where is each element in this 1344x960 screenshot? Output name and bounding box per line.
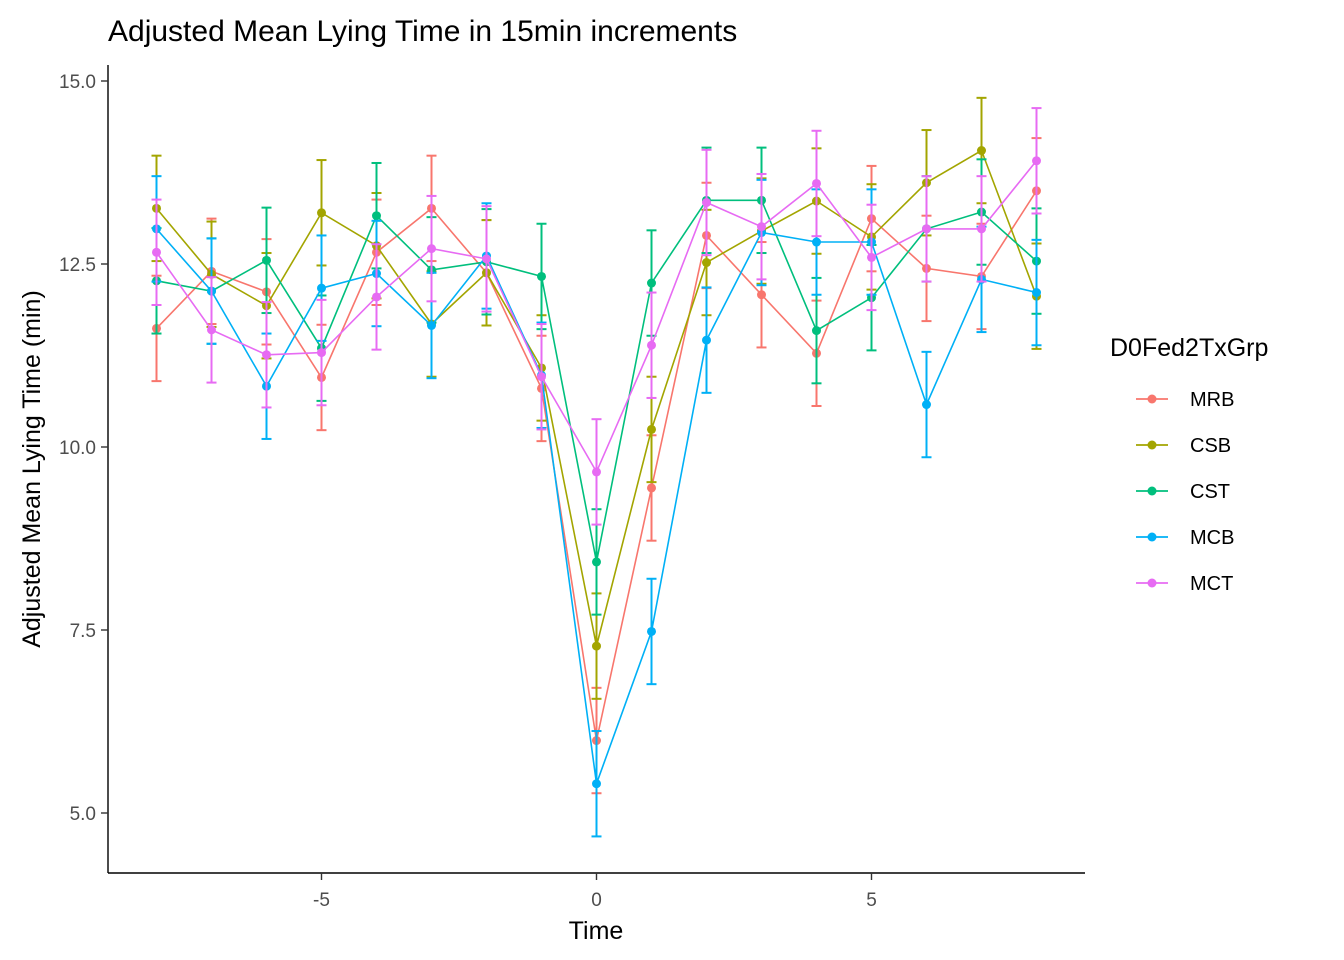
data-point xyxy=(372,211,381,221)
legend-item-csb: CSB xyxy=(1136,435,1231,457)
legend: D0Fed2TxGrp MRB CSB CST MCB MCT xyxy=(1110,334,1268,595)
data-point xyxy=(812,326,821,336)
y-tick-label: 15.0 xyxy=(59,72,96,93)
y-tick-label: 10.0 xyxy=(59,438,96,459)
data-point xyxy=(647,424,656,434)
legend-key-point xyxy=(1147,394,1157,404)
data-point xyxy=(647,483,656,493)
series-mct xyxy=(151,107,1042,526)
data-point xyxy=(867,252,876,262)
legend-label: MCB xyxy=(1190,527,1234,549)
series-mcb xyxy=(151,175,1042,838)
data-point xyxy=(482,254,491,264)
legend-item-cst: CST xyxy=(1136,481,1230,503)
data-point xyxy=(1032,156,1041,166)
data-point xyxy=(427,244,436,254)
data-point xyxy=(317,208,326,218)
data-point xyxy=(152,247,161,257)
legend-item-mrb: MRB xyxy=(1136,389,1234,411)
data-point xyxy=(922,224,931,234)
data-point xyxy=(1032,288,1041,298)
data-point xyxy=(702,258,711,268)
x-tick-label: 0 xyxy=(591,890,602,911)
data-point xyxy=(317,283,326,293)
data-point xyxy=(207,325,216,335)
data-point xyxy=(317,348,326,358)
y-tick-label: 12.5 xyxy=(59,255,96,276)
legend-label: MCT xyxy=(1190,573,1233,595)
legend-key-point xyxy=(1147,578,1157,588)
legend-key-point xyxy=(1147,486,1157,496)
data-point xyxy=(812,178,821,188)
legend-label: CSB xyxy=(1190,435,1231,457)
chart-title: Adjusted Mean Lying Time in 15min increm… xyxy=(108,15,737,48)
y-tick-label: 5.0 xyxy=(70,804,96,825)
data-point xyxy=(592,557,601,567)
data-point xyxy=(592,641,601,651)
data-point xyxy=(702,335,711,345)
y-axis-title: Adjusted Mean Lying Time (min) xyxy=(18,290,46,648)
x-axis-ticks: -5 0 5 xyxy=(313,873,877,911)
legend-label: CST xyxy=(1190,481,1230,503)
x-tick-label: -5 xyxy=(313,890,330,911)
data-point xyxy=(647,340,656,350)
legend-key-point xyxy=(1147,440,1157,450)
data-point xyxy=(647,278,656,288)
data-point xyxy=(702,198,711,208)
y-tick-label: 7.5 xyxy=(70,621,96,642)
data-point xyxy=(647,626,656,636)
legend-key-point xyxy=(1147,532,1157,542)
data-point xyxy=(757,290,766,300)
legend-title: D0Fed2TxGrp xyxy=(1110,334,1268,362)
plot-area xyxy=(151,96,1042,838)
data-point xyxy=(977,146,986,156)
legend-item-mct: MCT xyxy=(1136,573,1233,595)
data-point xyxy=(812,237,821,247)
x-axis-title: Time xyxy=(569,917,624,945)
data-point xyxy=(757,222,766,232)
data-point xyxy=(592,779,601,789)
data-point xyxy=(537,271,546,281)
legend-item-mcb: MCB xyxy=(1136,527,1234,549)
legend-label: MRB xyxy=(1190,389,1234,411)
data-point xyxy=(427,320,436,330)
data-point xyxy=(537,372,546,382)
data-point xyxy=(262,350,271,360)
data-point xyxy=(262,255,271,265)
data-point xyxy=(372,292,381,302)
x-tick-label: 5 xyxy=(866,890,877,911)
data-point xyxy=(977,224,986,234)
series-cst xyxy=(151,146,1042,616)
y-axis-ticks: 5.0 7.5 10.0 12.5 15.0 xyxy=(59,72,108,825)
data-point xyxy=(592,467,601,477)
data-point xyxy=(922,400,931,410)
